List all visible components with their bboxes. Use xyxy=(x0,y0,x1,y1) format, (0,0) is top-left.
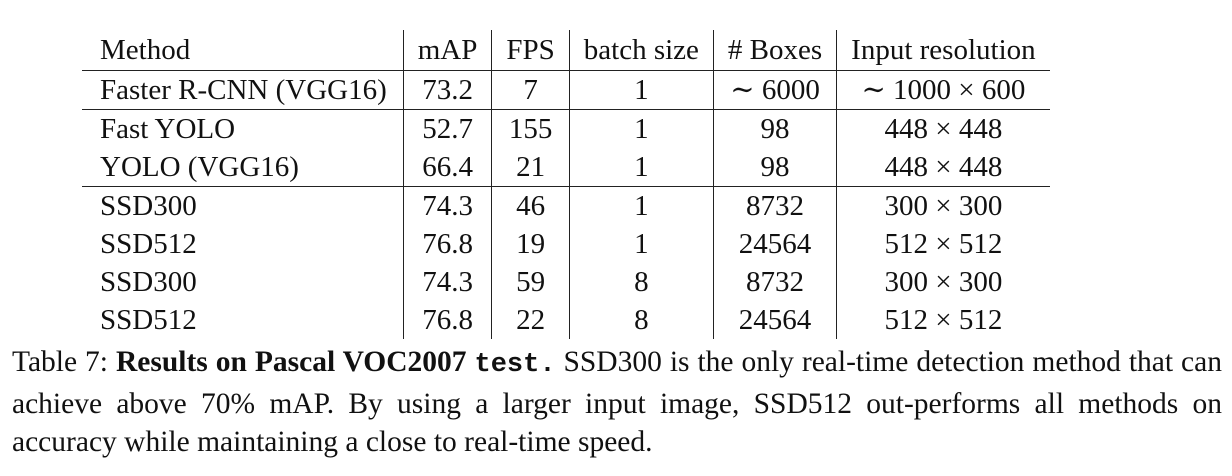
cell-fps: 21 xyxy=(491,148,570,187)
cell-input-resolution: 512 × 512 xyxy=(884,303,1003,336)
column-header-fps: FPS xyxy=(491,30,570,71)
cell-method: SSD300 xyxy=(82,263,404,301)
column-header-boxes: # Boxes xyxy=(713,30,838,71)
cell-fps: 155 xyxy=(491,109,570,148)
cell-map: 76.8 xyxy=(403,301,493,339)
cell-method: Faster R-CNN (VGG16) xyxy=(82,70,404,110)
cell-batch-size: 1 xyxy=(569,186,714,225)
caption-label: Table 7: xyxy=(12,346,116,378)
cell-input-resolution: 512 × 512 xyxy=(884,227,1003,260)
caption-title: Results on Pascal VOC2007 xyxy=(115,346,475,378)
cell-fps: 7 xyxy=(491,70,570,110)
table-row: SSD512 76.8 22 8 24564 512 × 512 xyxy=(82,301,1050,339)
table-row: YOLO (VGG16) 66.4 21 1 98 448 × 448 xyxy=(82,148,1050,187)
cell-input-resolution: 448 × 448 xyxy=(884,112,1003,145)
cell-fps: 59 xyxy=(491,263,570,301)
cell-method: YOLO (VGG16) xyxy=(82,148,404,187)
table-caption: Table 7: Results on Pascal VOC2007 test.… xyxy=(12,343,1222,462)
cell-batch-size: 1 xyxy=(569,225,714,263)
table-header-row: Method mAP FPS batch size # Boxes Input … xyxy=(82,30,1050,71)
cell-map: 66.4 xyxy=(403,148,493,187)
cell-batch-size: 1 xyxy=(569,109,714,148)
table-row: SSD300 74.3 59 8 8732 300 × 300 xyxy=(82,263,1050,301)
column-header-input-resolution: Input resolution xyxy=(836,30,1050,71)
cell-input-resolution: 300 × 300 xyxy=(884,265,1003,298)
cell-boxes: 24564 xyxy=(713,301,838,339)
cell-batch-size: 1 xyxy=(569,148,714,187)
cell-map: 74.3 xyxy=(403,263,493,301)
table-row: Fast YOLO 52.7 155 1 98 448 × 448 xyxy=(82,109,1050,148)
cell-fps: 22 xyxy=(491,301,570,339)
column-header-batch-size: batch size xyxy=(569,30,714,71)
cell-input-resolution: 448 × 448 xyxy=(836,148,1050,187)
cell-boxes: 24564 xyxy=(713,225,838,263)
cell-boxes: 8732 xyxy=(713,263,838,301)
table-body: Faster R-CNN (VGG16) 73.2 7 1 ∼ 6000 ∼ 1000 ×… xyxy=(82,70,1050,339)
cell-batch-size: 8 xyxy=(569,263,714,301)
cell-method: SSD512 xyxy=(82,301,404,339)
cell-map: 73.2 xyxy=(403,70,493,110)
cell-fps: 19 xyxy=(491,225,570,263)
caption-title-mono: test. xyxy=(474,350,556,380)
table-row: SSD300 74.3 46 1 8732 300 × 300 xyxy=(82,186,1050,225)
cell-batch-size: 8 xyxy=(569,301,714,339)
cell-boxes: 8732 xyxy=(713,186,838,225)
cell-method: SSD300 xyxy=(82,186,404,225)
cell-input-resolution: 300 × 300 xyxy=(884,189,1003,222)
results-table-container: Method mAP FPS batch size # Boxes Input … xyxy=(82,30,1152,339)
column-header-map: mAP xyxy=(403,30,493,71)
cell-map: 76.8 xyxy=(403,225,493,263)
cell-map: 52.7 xyxy=(403,109,493,148)
cell-method: SSD512 xyxy=(82,225,404,263)
cell-map: 74.3 xyxy=(403,186,493,225)
cell-input-resolution: ∼ 1000 × 600 xyxy=(836,70,1050,110)
cell-fps: 46 xyxy=(491,186,570,225)
caption-text: SSD300 is the only real-time detection m… xyxy=(12,346,1222,458)
cell-batch-size: 1 xyxy=(569,70,714,110)
cell-method: Fast YOLO xyxy=(82,109,404,148)
cell-boxes: 98 xyxy=(713,109,838,148)
cell-boxes: ∼ 6000 xyxy=(713,70,838,110)
cell-boxes: 98 xyxy=(713,148,838,187)
column-header-method: Method xyxy=(82,30,404,71)
table-row: Faster R-CNN (VGG16) 73.2 7 1 ∼ 6000 ∼ 1000 ×… xyxy=(82,70,1050,110)
results-table: Method mAP FPS batch size # Boxes Input … xyxy=(82,30,1050,339)
table-row: SSD512 76.8 19 1 24564 512 × 512 xyxy=(82,225,1050,263)
